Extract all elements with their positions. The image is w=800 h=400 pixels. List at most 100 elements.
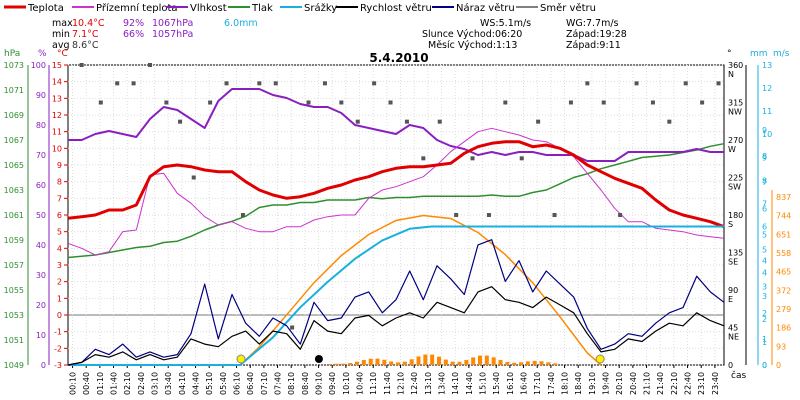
- tick-label-percent: 50: [36, 211, 46, 220]
- rain-intensity-bar: [471, 357, 476, 365]
- tick-label-percent: 70: [36, 151, 46, 160]
- tick-label-celsius: 6: [57, 211, 62, 220]
- tick-label-ms: 7: [762, 178, 767, 187]
- tick-label-time: 02:10: [123, 372, 132, 395]
- series-wind-speed: [67, 286, 725, 366]
- tick-label-time: 21:10: [643, 372, 652, 395]
- tick-label-mm: 4: [762, 269, 767, 278]
- tick-label-degree: 0: [728, 361, 733, 370]
- wind-direction-point: [585, 81, 590, 86]
- legend: Teplota Přízemní teplota Vlhkost Tlak Sr…: [4, 2, 596, 14]
- tick-label-direction: W: [728, 145, 736, 154]
- tick-label-time: 15:40: [492, 372, 501, 395]
- wind-direction-point: [700, 100, 705, 105]
- rain-intensity-bar: [464, 360, 469, 365]
- legend-label-wind-direction: Směr větru: [540, 2, 596, 14]
- wind-direction-point: [79, 63, 84, 67]
- tick-label-time: 01:10: [96, 372, 105, 395]
- tick-label-time: 04:40: [192, 372, 201, 395]
- rain-intensity-bar: [389, 361, 394, 365]
- rain-intensity-bar: [327, 364, 332, 365]
- tick-label-direction: E: [728, 295, 733, 304]
- tick-label-time: 01:40: [110, 372, 119, 395]
- wind-direction-point: [667, 119, 672, 124]
- tick-label-ms: 4: [762, 257, 767, 266]
- tick-label-solar: 651: [776, 230, 791, 239]
- tick-label-hpa: 1073: [4, 61, 24, 70]
- tick-label-time: 22:10: [670, 372, 679, 395]
- wind-direction-point: [148, 63, 152, 67]
- plot-frame: [67, 64, 725, 366]
- tick-label-solar: 186: [776, 324, 791, 333]
- tick-label-solar: 372: [776, 286, 791, 295]
- tick-label-time: 23:10: [697, 372, 706, 395]
- wind-direction-point: [257, 81, 262, 86]
- tick-label-percent: 60: [36, 181, 46, 190]
- stat-avg-label: avg: [52, 40, 69, 51]
- wind-direction-point: [454, 213, 459, 217]
- wind-direction-point: [536, 119, 541, 124]
- legend-label-temperature: Teplota: [27, 3, 64, 14]
- rain-intensity-bar: [361, 360, 366, 365]
- rain-intensity-bar: [525, 361, 530, 365]
- rain-intensity-bar: [382, 359, 387, 365]
- tick-label-solar: 465: [776, 268, 791, 277]
- tick-label-direction: NE: [728, 333, 739, 342]
- tick-label-time: 09:40: [328, 372, 337, 395]
- tick-label-time: 02:40: [137, 372, 146, 395]
- rain-intensity-bar: [532, 360, 537, 365]
- tick-label-celsius: 3: [57, 261, 62, 270]
- tick-label-direction: SE: [728, 258, 738, 267]
- tick-label-degree: 360: [728, 61, 743, 70]
- tick-label-direction: N: [728, 70, 734, 79]
- tick-label-celsius: 0: [57, 311, 62, 320]
- tick-label-time: 10:40: [356, 372, 365, 395]
- tick-label-ms: 8: [762, 152, 767, 161]
- wind-direction-point: [404, 119, 409, 124]
- rain-intensity-bar: [348, 363, 353, 365]
- unit-degree: °: [727, 49, 732, 59]
- stats-block: max 10.4°C 92% 1067hPa 6.0mm min 7.1°C 6…: [52, 18, 258, 51]
- wind-direction-point: [470, 156, 475, 161]
- tick-label-time: 11:40: [383, 372, 392, 395]
- wind-direction-point: [339, 100, 344, 105]
- rain-intensity-bar: [553, 363, 558, 365]
- stat-max-temp: 10.4°C: [72, 18, 105, 29]
- tick-label-time: 14:40: [465, 372, 474, 395]
- stat-avg-temp: 8.6°C: [72, 40, 99, 51]
- x-axis-label: čas: [731, 370, 746, 381]
- tick-label-degree: 45: [728, 324, 738, 333]
- tick-label-hpa: 1061: [4, 211, 24, 220]
- tick-label-time: 20:10: [615, 372, 624, 395]
- tick-label-time: 19:10: [588, 372, 597, 395]
- rain-intensity-bar: [396, 362, 400, 365]
- tick-label-hpa: 1051: [4, 336, 24, 345]
- tick-label-time: 09:10: [315, 372, 324, 395]
- tick-label-ms: 6: [762, 204, 767, 213]
- tick-label-hpa: 1069: [4, 111, 24, 120]
- tick-label-celsius: 14: [52, 78, 62, 87]
- tick-label-celsius: 2: [57, 278, 62, 287]
- tick-label-celsius: 1: [57, 294, 62, 303]
- tick-label-hpa: 1053: [4, 311, 24, 320]
- info-block: WS:5.1m/s WG:7.7m/s Slunce Východ:06:20 …: [422, 18, 627, 51]
- moonset-marker: [314, 355, 323, 363]
- wind-direction-point: [568, 100, 573, 105]
- tick-label-mm: 10: [762, 130, 772, 139]
- info-moon-rise: Měsíc Východ:1:13: [428, 40, 517, 51]
- series-wind-gust: [67, 239, 725, 366]
- tick-label-direction: SW: [728, 183, 741, 192]
- tick-label-time: 12:40: [410, 372, 419, 395]
- tick-label-ms: 0: [762, 361, 767, 370]
- tick-label-time: 15:10: [479, 372, 488, 395]
- tick-label-mm: 0: [762, 361, 767, 370]
- rain-intensity-bar: [430, 354, 435, 365]
- rain-intensity-bar: [457, 361, 462, 365]
- rain-intensity-bar: [375, 358, 380, 365]
- wind-direction-point: [306, 100, 311, 105]
- tick-label-celsius: -1: [54, 328, 62, 337]
- info-sun-set: Západ:19:28: [566, 29, 627, 40]
- series-felt-temperature: [67, 127, 725, 256]
- tick-label-time: 04:10: [178, 372, 187, 395]
